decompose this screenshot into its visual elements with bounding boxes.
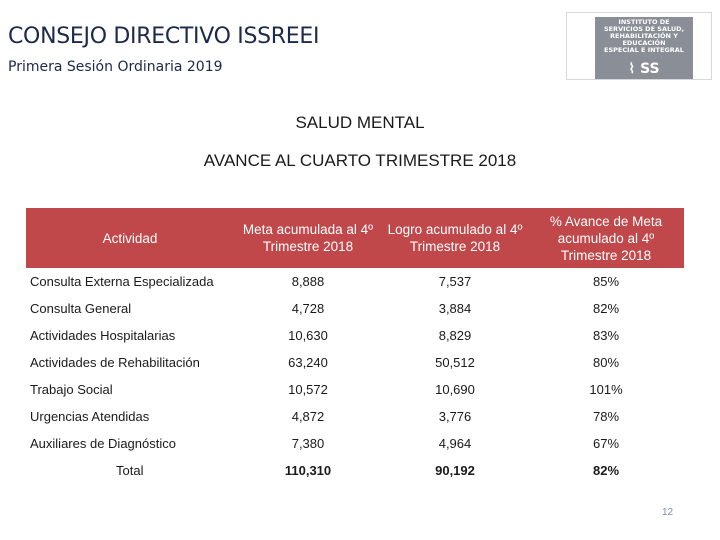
cell-achieved: 8,829 xyxy=(438,328,472,343)
cell-activity: Actividades de Rehabilitación xyxy=(30,355,200,370)
logo-line: INSTITUTO DE xyxy=(618,18,670,26)
table-row: Consulta Externa Especializada 8,888 7,5… xyxy=(26,268,684,295)
cell-progress: 78% xyxy=(592,409,620,424)
cell-total-progress: 82% xyxy=(592,463,620,478)
table-row: Urgencias Atendidas 4,872 3,776 78% xyxy=(26,403,684,430)
table-total-row: Total 110,310 90,192 82% xyxy=(26,457,684,484)
page-number: 12 xyxy=(662,507,674,518)
cell-goal: 7,380 xyxy=(291,436,325,451)
slide-subtitle: Primera Sesión Ordinaria 2019 xyxy=(8,59,223,75)
cell-progress: 67% xyxy=(592,436,620,451)
cell-activity: Trabajo Social xyxy=(30,382,113,397)
cell-goal: 8,888 xyxy=(291,274,325,289)
cell-progress: 82% xyxy=(592,301,620,316)
cell-activity: Consulta General xyxy=(30,301,132,316)
cell-achieved: 7,537 xyxy=(438,274,472,289)
cell-achieved: 3,884 xyxy=(438,301,472,316)
cell-progress: 101% xyxy=(589,382,623,397)
cell-activity: Actividades Hospitalarias xyxy=(30,328,176,343)
cell-goal: 4,728 xyxy=(291,301,325,316)
cell-goal: 63,240 xyxy=(288,355,328,370)
cell-achieved: 4,964 xyxy=(438,436,472,451)
logo-box: INSTITUTO DE SERVICIOS DE SALUD, REHABIL… xyxy=(595,17,693,79)
logo-line: REHABILITACIÓN Y xyxy=(610,32,678,40)
cell-total-goal: 110,310 xyxy=(284,463,332,478)
table-row: Auxiliares de Diagnóstico 7,380 4,964 67… xyxy=(26,430,684,457)
slide-title: CONSEJO DIRECTIVO ISSREEI xyxy=(8,24,320,49)
header-progress: % Avance de Meta acumulado al 4º Trimest… xyxy=(528,208,684,268)
logo-glyph-icon: ⌇ xyxy=(628,61,641,77)
table-row: Consulta General 4,728 3,884 82% xyxy=(26,295,684,322)
cell-activity: Consulta Externa Especializada xyxy=(30,274,214,289)
cell-goal: 10,630 xyxy=(288,328,328,343)
table-row: Trabajo Social 10,572 10,690 101% xyxy=(26,376,684,403)
section-heading: SALUD MENTAL xyxy=(295,113,425,132)
cell-progress: 85% xyxy=(592,274,620,289)
cell-activity: Urgencias Atendidas xyxy=(30,409,150,424)
cell-goal: 4,872 xyxy=(291,409,325,424)
header-achieved: Logro acumulado al 4º Trimestre 2018 xyxy=(382,208,528,268)
cell-progress: 83% xyxy=(592,328,620,343)
institution-logo: INSTITUTO DE SERVICIOS DE SALUD, REHABIL… xyxy=(566,12,712,80)
cell-activity: Auxiliares de Diagnóstico xyxy=(30,436,176,451)
cell-total-label: Total xyxy=(116,463,144,478)
table-row: Actividades de Rehabilitación 63,240 50,… xyxy=(26,349,684,376)
table-header-row: Actividad Meta acumulada al 4º Trimestre… xyxy=(26,208,684,268)
cell-total-achieved: 90,192 xyxy=(435,463,475,478)
logo-line: ESPECIAL E INTEGRAL xyxy=(604,46,684,54)
activity-table: Actividad Meta acumulada al 4º Trimestre… xyxy=(26,208,684,484)
table-row: Actividades Hospitalarias 10,630 8,829 8… xyxy=(26,322,684,349)
cell-achieved: 10,690 xyxy=(435,382,475,397)
logo-mark-text: SS xyxy=(640,61,660,77)
logo-line: SERVICIOS DE SALUD, xyxy=(603,25,685,33)
cell-progress: 80% xyxy=(592,355,620,370)
logo-line: EDUCACIÓN xyxy=(622,39,666,47)
header-activity: Actividad xyxy=(26,208,234,268)
section-subheading: AVANCE AL CUARTO TRIMESTRE 2018 xyxy=(203,151,517,170)
cell-goal: 10,572 xyxy=(288,382,328,397)
cell-achieved: 3,776 xyxy=(438,409,472,424)
logo-text: INSTITUTO DE SERVICIOS DE SALUD, REHABIL… xyxy=(595,19,693,54)
logo-mark: ⌇ SS xyxy=(595,61,693,77)
cell-achieved: 50,512 xyxy=(435,355,475,370)
header-goal: Meta acumulada al 4º Trimestre 2018 xyxy=(234,208,382,268)
